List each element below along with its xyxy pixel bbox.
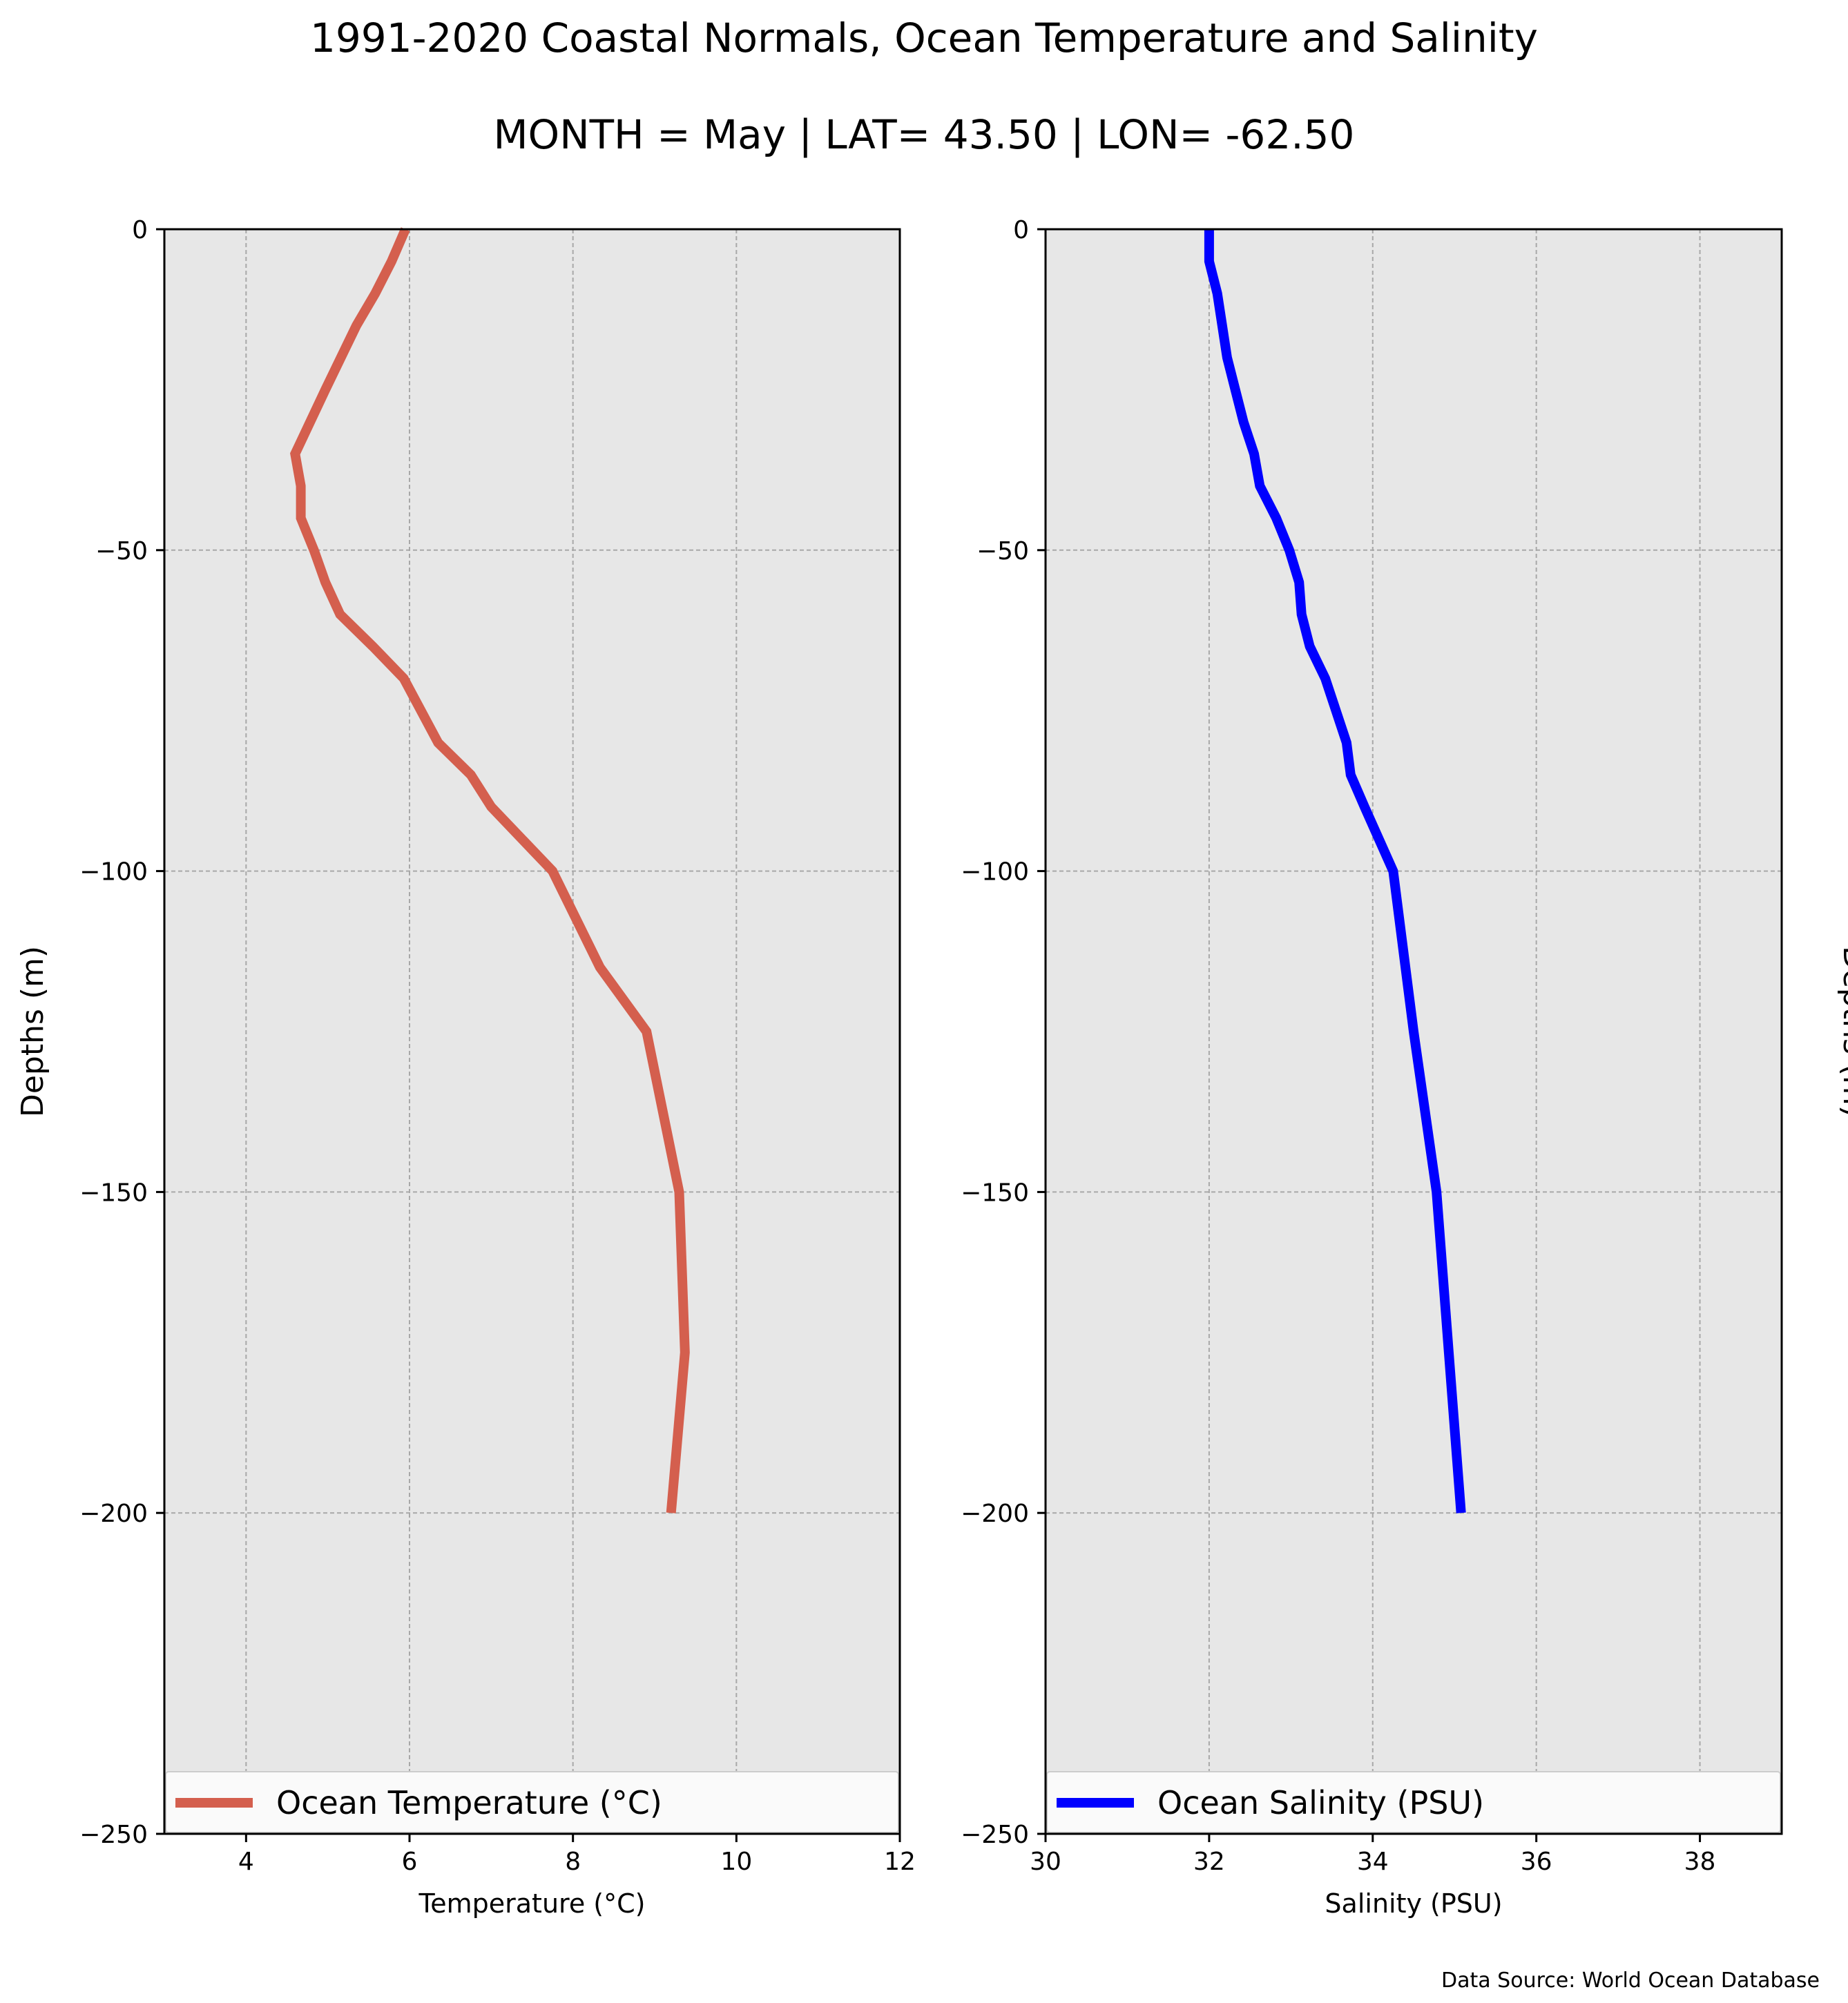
y-axis-label: Depths (m)	[1836, 946, 1848, 1117]
x-tick-label: 36	[1521, 1848, 1552, 1876]
x-axis-label: Temperature (°C)	[418, 1888, 646, 1919]
axes-frame	[1044, 228, 1783, 1835]
axes-frame	[163, 228, 901, 1835]
chart-panel-2: Ocean Salinity (PSU) 30 32 34 36 38 0 −50 −100 −1…	[961, 216, 1848, 1919]
x-axis-label: Salinity (PSU)	[1325, 1888, 1502, 1919]
legend: Ocean Temperature (°C)	[165, 1771, 899, 1833]
x-tick-label: 4	[238, 1848, 254, 1876]
chart-title: 1991-2020 Coastal Normals, Ocean Tempera…	[310, 14, 1538, 61]
x-tick-label: 32	[1193, 1848, 1225, 1876]
y-tick-label: −150	[79, 1179, 148, 1207]
y-axis-label: Depths (m)	[15, 946, 50, 1117]
y-tick-label: 0	[1013, 216, 1029, 244]
data-source-note: Data Source: World Ocean Database	[1441, 1968, 1820, 1993]
y-tick-label: −250	[79, 1821, 148, 1849]
x-tick-label: 10	[720, 1848, 752, 1876]
x-tick-label: 12	[884, 1848, 916, 1876]
chart-subtitle: MONTH = May | LAT= 43.50 | LON= -62.50	[494, 111, 1355, 158]
legend-box	[1046, 1771, 1781, 1833]
y-tick-label: −100	[79, 858, 148, 887]
y-tick-label: −150	[961, 1179, 1029, 1207]
y-tick-label: −200	[961, 1500, 1029, 1528]
y-tick-label: −50	[95, 537, 148, 565]
x-tick-label: 38	[1684, 1848, 1716, 1876]
y-tick-label: −200	[79, 1500, 148, 1528]
x-tick-label: 34	[1357, 1848, 1389, 1876]
legend: Ocean Salinity (PSU)	[1046, 1771, 1781, 1833]
chart-panels: Ocean Temperature (°C) 4 6 8 10 12 0 −50 −100 −15…	[15, 216, 1848, 1919]
legend-box	[165, 1771, 899, 1833]
plot-area	[164, 229, 900, 1834]
y-tick-label: −250	[961, 1821, 1029, 1849]
y-tick-label: 0	[132, 216, 148, 244]
y-tick-label: −50	[976, 537, 1029, 565]
y-tick-label: −100	[961, 858, 1029, 887]
chart-panel-1: Ocean Temperature (°C) 4 6 8 10 12 0 −50 −100 −15…	[15, 216, 916, 1919]
x-tick-label: 30	[1030, 1848, 1061, 1876]
legend-label: Ocean Salinity (PSU)	[1157, 1784, 1484, 1821]
x-tick-label: 6	[402, 1848, 418, 1876]
series-line	[1204, 229, 1466, 1513]
x-tick-label: 8	[565, 1848, 581, 1876]
legend-label: Ocean Temperature (°C)	[276, 1784, 662, 1821]
series-line	[290, 227, 690, 1513]
